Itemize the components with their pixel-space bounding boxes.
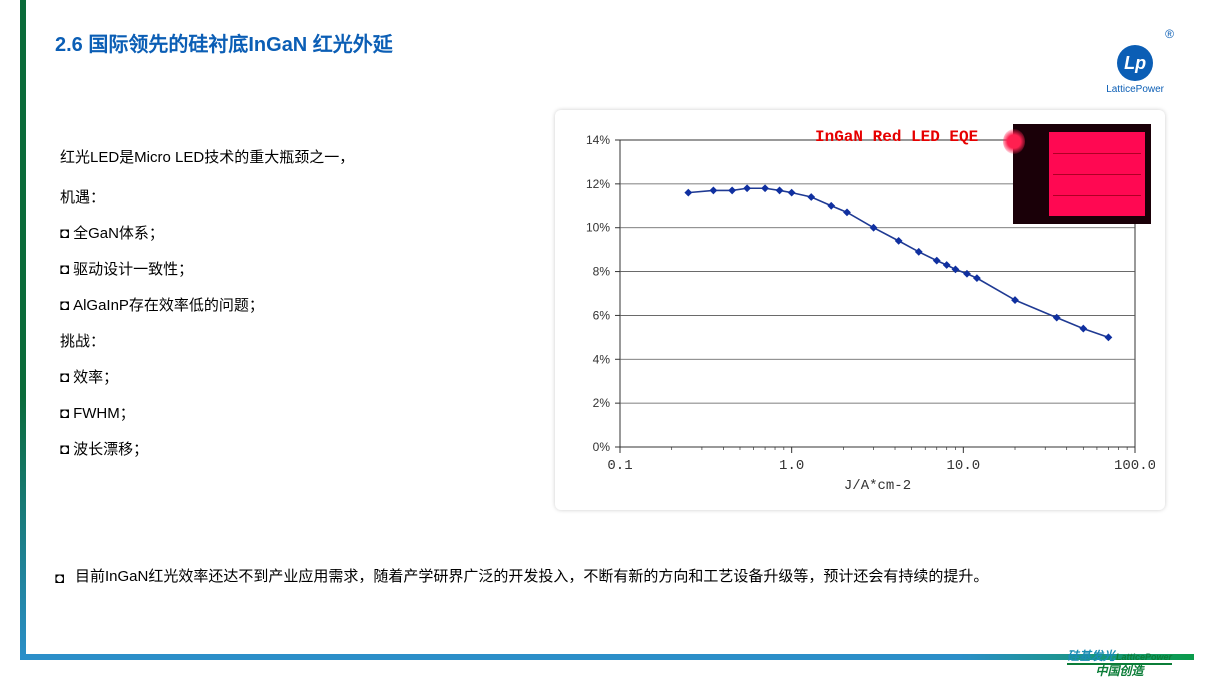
footer-line2: 中国创造: [1067, 663, 1172, 678]
red-led-photo: [1013, 124, 1151, 224]
opportunity-item: 全GaN体系；: [60, 216, 520, 252]
led-chip-icon: [1049, 132, 1145, 216]
chart-title: InGaN Red LED EQE: [815, 128, 978, 146]
eqe-chart: InGaN Red LED EQE 0% 2% 4% 6% 8% 10% 12% 14% 0.1…: [555, 110, 1165, 510]
svg-text:2%: 2%: [593, 396, 611, 410]
challenge-label: 挑战：: [60, 324, 520, 360]
svg-text:10.0: 10.0: [947, 458, 981, 474]
logo-mark: Lp: [1124, 53, 1146, 74]
opportunity-label: 机遇：: [60, 180, 520, 216]
logo-text: LatticePower: [1106, 84, 1164, 95]
svg-text:4%: 4%: [593, 352, 611, 366]
slide-left-border: [20, 0, 26, 660]
intro-line: 红光LED是Micro LED技术的重大瓶颈之一，: [60, 140, 520, 176]
opportunity-item: AlGaInP存在效率低的问题；: [60, 288, 520, 324]
svg-text:1.0: 1.0: [779, 458, 804, 474]
svg-text:8%: 8%: [593, 265, 611, 279]
company-logo: ® Lp LatticePower: [1106, 45, 1164, 95]
svg-text:0.1: 0.1: [607, 458, 632, 474]
challenge-item: 效率；: [60, 360, 520, 396]
registered-icon: ®: [1165, 27, 1174, 41]
svg-text:12%: 12%: [586, 177, 610, 191]
footer-en: LatticePower: [1116, 652, 1172, 662]
footer-cn: 硅基发光: [1067, 649, 1115, 663]
svg-text:6%: 6%: [593, 308, 611, 322]
footer-brand: 硅基发光LatticePower 中国创造: [1067, 650, 1172, 678]
svg-text:J/A*cm-2: J/A*cm-2: [844, 478, 911, 494]
led-glow-icon: [1003, 129, 1025, 154]
bottom-note: 目前InGaN红光效率还达不到产业应用需求，随着产学研界广泛的开发投入，不断有新…: [75, 560, 1154, 593]
svg-text:0%: 0%: [593, 440, 611, 454]
opportunity-item: 驱动设计一致性；: [60, 252, 520, 288]
logo-circle-icon: Lp: [1117, 45, 1153, 81]
svg-text:100.0: 100.0: [1114, 458, 1155, 474]
section-heading: 2.6 国际领先的硅衬底InGaN 红光外延: [55, 28, 393, 57]
challenge-item: 波长漂移；: [60, 432, 520, 468]
svg-text:14%: 14%: [586, 133, 610, 147]
left-text-block: 红光LED是Micro LED技术的重大瓶颈之一， 机遇： 全GaN体系； 驱动…: [60, 140, 520, 468]
slide-bottom-border: [20, 654, 1194, 660]
svg-text:10%: 10%: [586, 221, 610, 235]
footer-line1: 硅基发光LatticePower: [1067, 650, 1172, 663]
challenge-item: FWHM；: [60, 396, 520, 432]
